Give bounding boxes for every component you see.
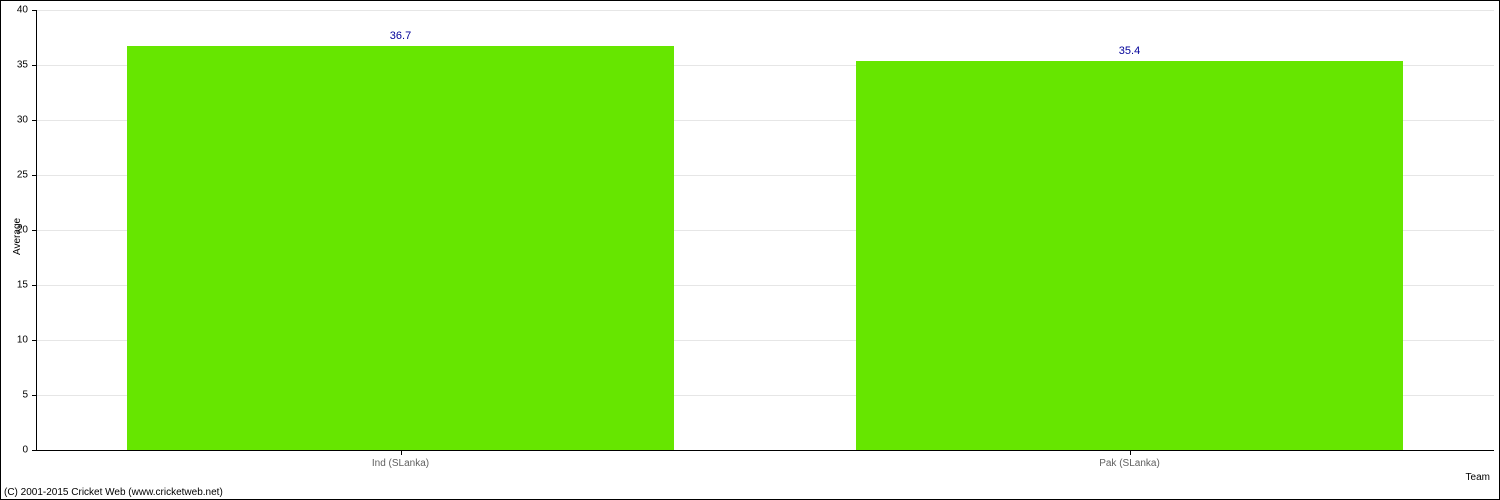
bar bbox=[856, 61, 1403, 450]
x-tick-label: Pak (SLanka) bbox=[1099, 458, 1160, 469]
y-tick-label: 30 bbox=[0, 115, 28, 126]
bar-value-label: 35.4 bbox=[1119, 45, 1140, 57]
y-axis-title: Average bbox=[12, 218, 23, 255]
y-tick-label: 0 bbox=[0, 445, 28, 456]
y-tick-label: 40 bbox=[0, 5, 28, 16]
y-tick-label: 5 bbox=[0, 390, 28, 401]
bar-value-label: 36.7 bbox=[390, 30, 411, 42]
bar bbox=[127, 46, 674, 450]
copyright-text: (C) 2001-2015 Cricket Web (www.cricketwe… bbox=[4, 487, 223, 498]
x-axis-line bbox=[36, 450, 1494, 451]
y-axis-line bbox=[36, 10, 37, 450]
x-tick-label: Ind (SLanka) bbox=[372, 458, 429, 469]
x-axis-title: Team bbox=[1466, 472, 1490, 483]
y-tick-label: 15 bbox=[0, 280, 28, 291]
y-tick-label: 35 bbox=[0, 60, 28, 71]
y-tick-label: 25 bbox=[0, 170, 28, 181]
y-tick-label: 10 bbox=[0, 335, 28, 346]
grid-line bbox=[36, 10, 1494, 11]
